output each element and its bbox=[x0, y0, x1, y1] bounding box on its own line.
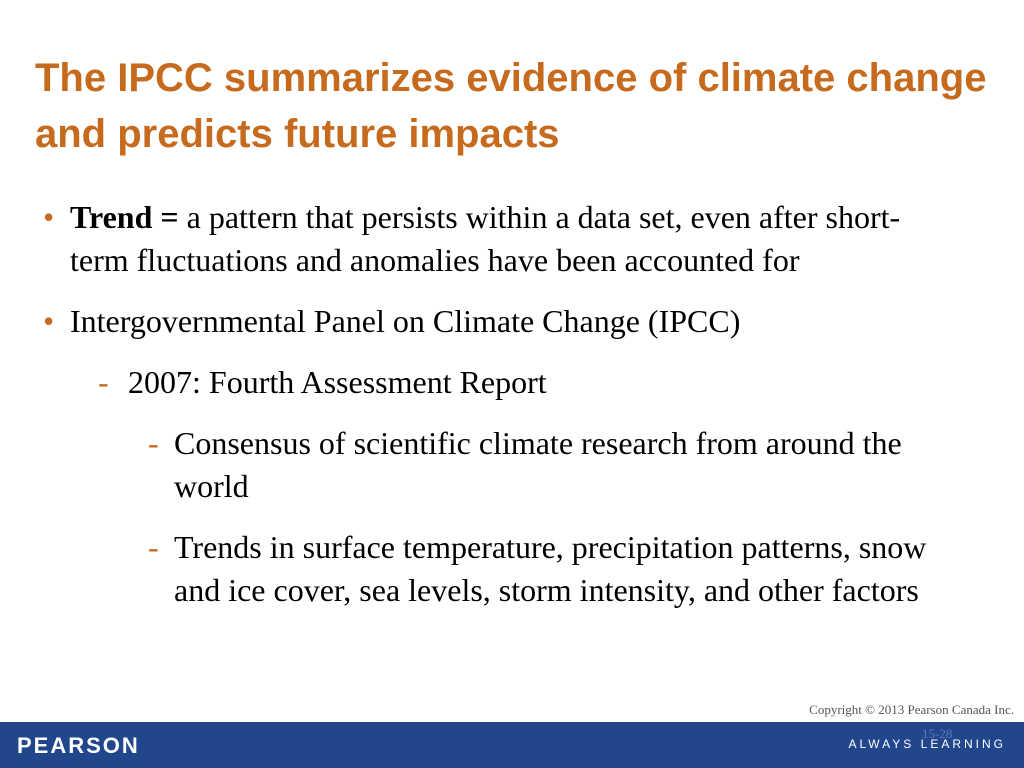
term-word: Trend bbox=[70, 199, 153, 235]
sub-item-report-text: 2007: Fourth Assessment Report bbox=[128, 364, 547, 400]
slide-title: The IPCC summarizes evidence of climate … bbox=[35, 56, 987, 156]
bullet-icon: • bbox=[43, 303, 55, 339]
sub-item-trends-text: Trends in surface temperature, precipita… bbox=[174, 529, 927, 608]
dash-icon: - bbox=[148, 529, 159, 565]
term-definition: a pattern that persists within a data se… bbox=[70, 199, 901, 278]
sub-item-trends: - Trends in surface temperature, precipi… bbox=[40, 526, 940, 612]
sub-list-ipcc: - 2007: Fourth Assessment Report - Conse… bbox=[40, 361, 940, 612]
bullet-trend: • Trend = a pattern that persists within… bbox=[40, 196, 940, 282]
bullet-ipcc-text: Intergovernmental Panel on Climate Chang… bbox=[70, 303, 741, 339]
copyright-notice: Copyright © 2013 Pearson Canada Inc. bbox=[809, 702, 1014, 717]
term-separator: = bbox=[152, 199, 187, 235]
sub-item-report: - 2007: Fourth Assessment Report - Conse… bbox=[40, 361, 940, 612]
sub-list-report: - Consensus of scientific climate resear… bbox=[40, 422, 940, 612]
dash-icon: - bbox=[98, 364, 109, 400]
footer-bar: PEARSON 15-28 ALWAYS LEARNING bbox=[0, 722, 1024, 768]
bullet-icon: • bbox=[43, 199, 55, 235]
dash-icon: - bbox=[148, 425, 159, 461]
bullet-ipcc: • Intergovernmental Panel on Climate Cha… bbox=[40, 300, 940, 612]
slide-number: 15-28 bbox=[922, 726, 953, 741]
bullet-list: • Trend = a pattern that persists within… bbox=[40, 196, 940, 630]
sub-item-consensus: - Consensus of scientific climate resear… bbox=[40, 422, 940, 508]
sub-item-consensus-text: Consensus of scientific climate research… bbox=[174, 425, 902, 504]
term-trend: Trend = bbox=[70, 199, 187, 235]
pearson-logo: PEARSON bbox=[17, 733, 140, 758]
always-learning-tagline: ALWAYS LEARNING bbox=[848, 737, 1006, 751]
